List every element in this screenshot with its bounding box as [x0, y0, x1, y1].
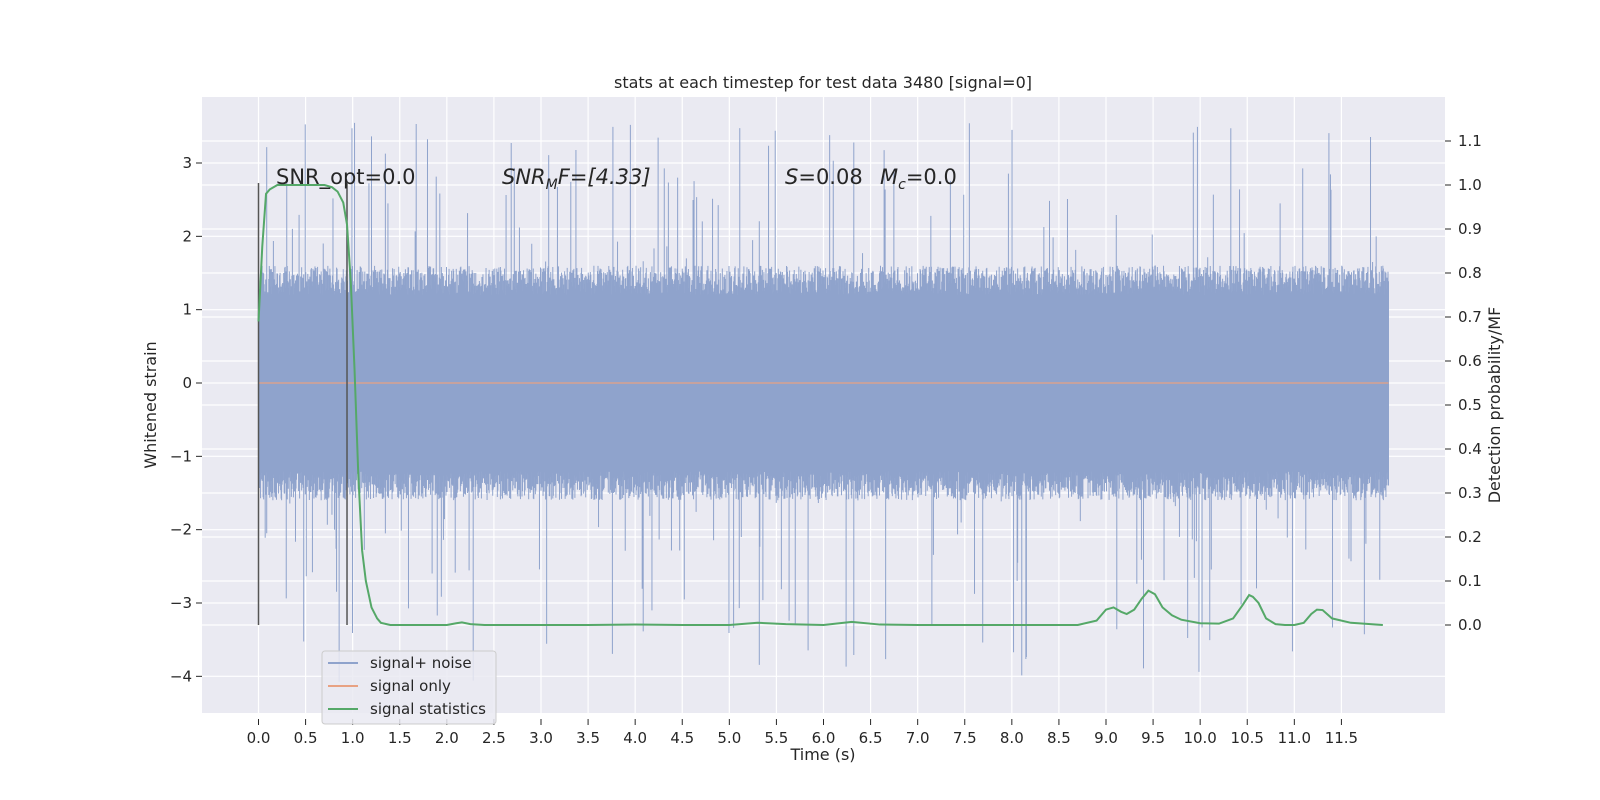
tick-label-left-y: −3 — [170, 594, 192, 612]
tick-label-x: 7.5 — [953, 729, 977, 747]
annotation-mc-value: =0.0 — [906, 165, 957, 189]
tick-label-left-y: 1 — [182, 301, 192, 319]
legend: signal+ noise signal only signal statist… — [321, 650, 497, 725]
annotation-mc: Mc=0.0 — [880, 165, 957, 193]
y-axis-label-right: Detection probability/MF — [1485, 307, 1504, 504]
tick-label-left-y: −4 — [170, 667, 192, 685]
annotation-snr-opt: SNR_opt=0.0 — [276, 165, 416, 190]
tick-label-x: 3.5 — [576, 729, 600, 747]
tick-label-x: 0.0 — [247, 729, 271, 747]
tick-label-x: 9.0 — [1094, 729, 1118, 747]
tick-label-right-y: 0.3 — [1458, 484, 1482, 502]
tick-label-right-y: 1.1 — [1458, 132, 1482, 150]
tick-label-left-y: −1 — [170, 447, 192, 465]
tick-label-x: 0.5 — [294, 729, 318, 747]
tick-label-right-y: 0.8 — [1458, 264, 1482, 282]
tick-label-left-y: 2 — [182, 227, 192, 245]
tick-label-x: 4.0 — [623, 729, 647, 747]
tick-label-x: 5.0 — [717, 729, 741, 747]
tick-label-x: 5.5 — [764, 729, 788, 747]
tick-label-x: 7.0 — [906, 729, 930, 747]
tick-label-right-y: 0.4 — [1458, 440, 1482, 458]
tick-label-x: 2.0 — [435, 729, 459, 747]
tick-label-left-y: 0 — [182, 374, 192, 392]
annotation-snr-mf-name: SNR — [502, 165, 546, 189]
tick-label-right-y: 0.1 — [1458, 572, 1482, 590]
tick-label-x: 8.5 — [1047, 729, 1071, 747]
annotation-snr-mf: SNRMF=[4.33] — [502, 165, 651, 193]
tick-label-right-y: 0.2 — [1458, 528, 1482, 546]
series-signal-statistics — [257, 184, 1383, 627]
tick-label-x: 10.5 — [1231, 729, 1264, 747]
tick-label-x: 8.0 — [1000, 729, 1024, 747]
tick-label-x: 2.5 — [482, 729, 506, 747]
tick-label-x: 3.0 — [529, 729, 553, 747]
tick-label-right-y: 0.7 — [1458, 308, 1482, 326]
annotation-snr-mf-sub: M — [546, 177, 558, 193]
tick-label-x: 6.5 — [859, 729, 883, 747]
legend-box — [321, 650, 497, 725]
x-ticks: 0.0 0.5 1.0 1.5 2.0 2.5 3.0 3.5 4.0 4.5 5.0 5.5 6.0 6… — [247, 719, 1358, 747]
y-ticks-left: 3 2 1 0 −1 −2 −3 −4 — [170, 154, 202, 685]
legend-label-signal-plus-noise: signal+ noise — [370, 654, 472, 672]
tick-label-x: 11.0 — [1278, 729, 1311, 747]
tick-label-x: 4.5 — [670, 729, 694, 747]
tick-label-right-y: 0.9 — [1458, 220, 1482, 238]
chart-title: stats at each timestep for test data 348… — [614, 73, 1032, 92]
vertical-markers — [257, 183, 348, 625]
annotation-snr-mf-rest: F=[4.33] — [558, 165, 651, 189]
tick-label-x: 6.0 — [812, 729, 836, 747]
tick-label-right-y: 0.0 — [1458, 616, 1482, 634]
tick-label-right-y: 1.0 — [1458, 176, 1482, 194]
annotation-s-value: =0.08 — [798, 165, 862, 189]
tick-label-x: 10.0 — [1183, 729, 1216, 747]
tick-label-left-y: −2 — [170, 521, 192, 539]
tick-label-right-y: 0.5 — [1458, 396, 1482, 414]
annotation-mc-sub: c — [898, 177, 906, 193]
legend-label-signal-only: signal only — [370, 677, 451, 695]
y-ticks-right: 0.0 0.1 0.2 0.3 0.4 0.5 0.6 0.7 0.8 0.9 1.0 1.1 — [1445, 132, 1482, 634]
tick-label-x: 11.5 — [1325, 729, 1358, 747]
tick-label-x: 1.0 — [341, 729, 365, 747]
annotation-s: S=0.08 — [785, 165, 863, 189]
tick-label-right-y: 0.6 — [1458, 352, 1482, 370]
annotation-mc-name: M — [880, 165, 898, 189]
tick-label-x: 9.5 — [1141, 729, 1165, 747]
tick-label-left-y: 3 — [182, 154, 192, 172]
y-axis-label-left: Whitened strain — [141, 341, 160, 468]
tick-label-x: 1.5 — [388, 729, 412, 747]
legend-label-signal-statistics: signal statistics — [370, 700, 486, 718]
annotation-s-name: S — [785, 165, 798, 189]
x-axis-label: Time (s) — [789, 745, 855, 764]
